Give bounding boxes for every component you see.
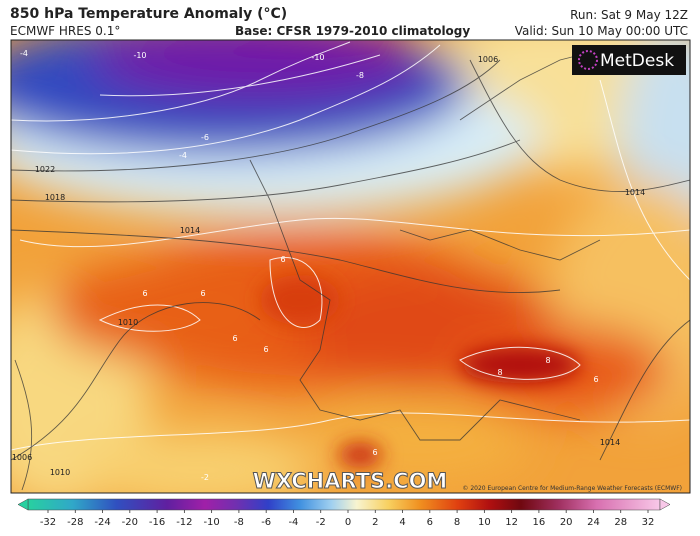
colorbar-tick-label: -20 [122, 517, 138, 528]
contour-label: 6 [142, 289, 147, 298]
copyright: © 2020 European Centre for Medium-Range … [462, 485, 682, 492]
run-time: Run: Sat 9 May 12Z [570, 8, 688, 22]
colorbar-tick-label: -16 [149, 517, 165, 528]
contour-label: -6 [201, 133, 209, 142]
colorbar-tick-label: 4 [399, 517, 405, 528]
colorbar-tick-label: 2 [372, 517, 378, 528]
contour-label: 6 [280, 255, 285, 264]
colorbar-min-arrow [17, 498, 29, 511]
colorbar-tick-label: 8 [454, 517, 460, 528]
colorbar-tick-label: 12 [505, 517, 518, 528]
contour-label: -4 [179, 151, 187, 160]
colorbar-tick-label: -12 [176, 517, 192, 528]
contour-label: -8 [356, 71, 364, 80]
colorbar-tick-label: -6 [261, 517, 271, 528]
contour-label: 1022 [35, 165, 55, 174]
contour-label: 1018 [45, 193, 65, 202]
contour-label: 6 [372, 448, 377, 457]
contour-label: -10 [133, 51, 146, 60]
colorbar-max-arrow [659, 498, 671, 511]
contour-label: 1014 [600, 438, 620, 447]
colorbar-tick-label: -32 [40, 517, 56, 528]
contour-label: -10 [311, 53, 324, 62]
contour-label: 6 [232, 334, 237, 343]
contour-label: -4 [20, 49, 28, 58]
contour-label: 6 [200, 289, 205, 298]
colorbar-tick-label: 28 [614, 517, 627, 528]
colorbar-tick-label: 20 [560, 517, 573, 528]
colorbar-tick-label: -10 [203, 517, 219, 528]
logo: MetDesk [572, 45, 686, 75]
contour-label: 6 [593, 375, 598, 384]
contour-label: 8 [497, 368, 502, 377]
colorbar-tick-label: 32 [642, 517, 655, 528]
map-frame [10, 39, 691, 494]
watermark: WXCHARTS.COM [253, 469, 448, 493]
colorbar-tick-label: -4 [288, 517, 298, 528]
colorbar-tick-label: 0 [345, 517, 351, 528]
colorbar-tick-label: -2 [316, 517, 326, 528]
model-name: ECMWF HRES 0.1° [10, 24, 121, 38]
contour-label: 1010 [118, 318, 138, 327]
contour-label: 1014 [625, 188, 645, 197]
colorbar-tick-label: -24 [94, 517, 110, 528]
colorbar-tick-label: 16 [533, 517, 546, 528]
colorbar-tick-label: 24 [587, 517, 600, 528]
climatology-base: Base: CFSR 1979-2010 climatology [235, 24, 471, 38]
valid-time: Valid: Sun 10 May 00:00 UTC [514, 24, 688, 38]
colorbar-tick-label: -8 [234, 517, 244, 528]
contour-label: 8 [545, 356, 550, 365]
colorbar-tick-label: 10 [478, 517, 491, 528]
contour-label: 6 [263, 345, 268, 354]
contour-label: 1010 [50, 468, 70, 477]
colorbar-tick-label: -28 [67, 517, 83, 528]
colorbar [27, 498, 661, 511]
logo-text: MetDesk [600, 51, 674, 71]
map-field [11, 40, 690, 493]
contour-label: -2 [201, 473, 209, 482]
map-title: 850 hPa Temperature Anomaly (°C) [10, 6, 288, 22]
colorbar-tick-label: 6 [427, 517, 433, 528]
contour-label: 1014 [180, 226, 200, 235]
contour-label: 1006 [12, 453, 32, 462]
contour-label: 1006 [478, 55, 498, 64]
